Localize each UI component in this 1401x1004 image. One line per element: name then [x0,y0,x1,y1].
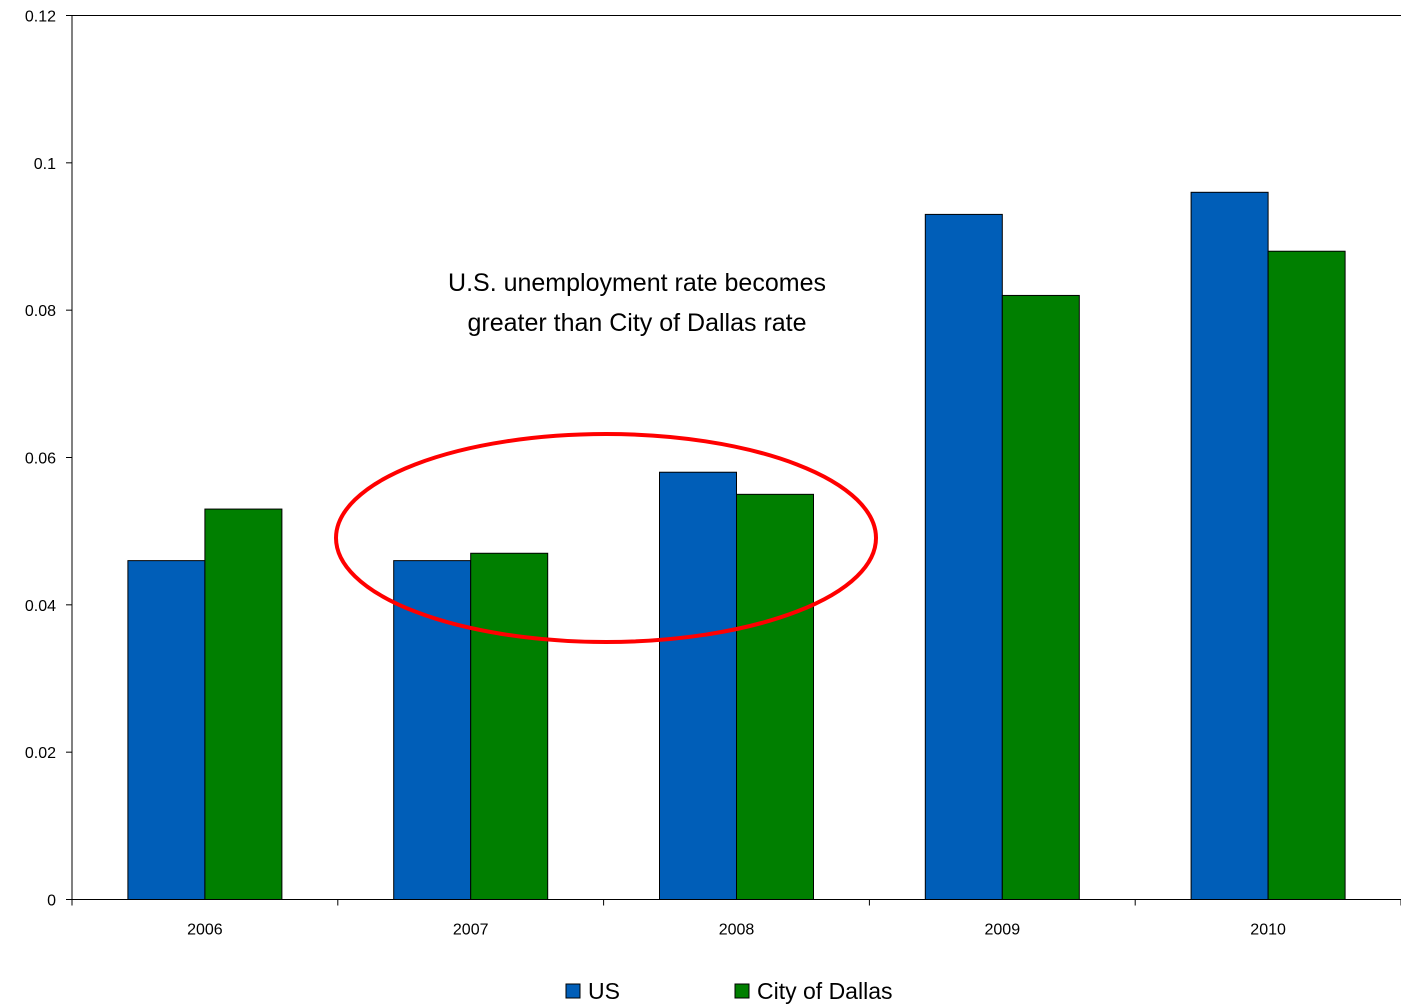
legend: US City of Dallas [565,978,892,1004]
y-tick-label: 0.08 [25,303,56,320]
x-ticks-layer: 2006 2007 2008 2009 2010 [71,899,1401,939]
bar-city-of-dallas-2009 [1001,294,1080,900]
bar-us-2008 [659,471,737,900]
bar-us-2007 [393,560,472,901]
y-tick-label: 0.12 [25,9,56,26]
bar-city-of-dallas-2007 [470,552,549,900]
annotation-line-1: U.S. unemployment rate becomes [448,269,826,297]
y-ticks-layer: 0 0.02 0.04 0.06 0.08 0.1 0.12 [25,9,72,910]
bar-city-of-dallas-2006 [204,508,283,900]
bars-layer [127,191,1346,901]
legend-label-city-of-dallas: City of Dallas [757,978,892,1004]
bar-city-of-dallas-2010 [1267,250,1346,900]
x-tick-label: 2007 [453,922,489,939]
bar-us-2009 [924,213,1003,900]
legend-swatch-us [565,983,581,999]
legend-swatch-city-of-dallas [734,983,750,999]
x-tick-label: 2006 [187,922,223,939]
y-tick-label: 0.04 [25,598,56,615]
bar-city-of-dallas-2008 [736,493,814,900]
highlight-ellipse [334,432,878,644]
bar-us-2010 [1190,191,1269,901]
legend-label-us: US [588,978,620,1004]
annotation-line-2: greater than City of Dallas rate [467,309,806,337]
x-tick-label: 2008 [719,922,755,939]
y-tick-label: 0.1 [34,156,56,173]
y-tick-label: 0.06 [25,451,56,468]
annotation-layer: U.S. unemployment rate becomes greater t… [334,269,878,644]
x-tick-label: 2010 [1250,922,1286,939]
y-tick-label: 0 [47,893,56,910]
y-tick-label: 0.02 [25,745,56,762]
x-tick-label: 2009 [985,922,1021,939]
bar-us-2006 [127,560,206,901]
